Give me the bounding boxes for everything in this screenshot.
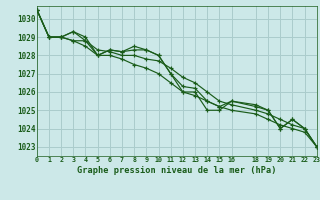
X-axis label: Graphe pression niveau de la mer (hPa): Graphe pression niveau de la mer (hPa) (77, 166, 276, 175)
